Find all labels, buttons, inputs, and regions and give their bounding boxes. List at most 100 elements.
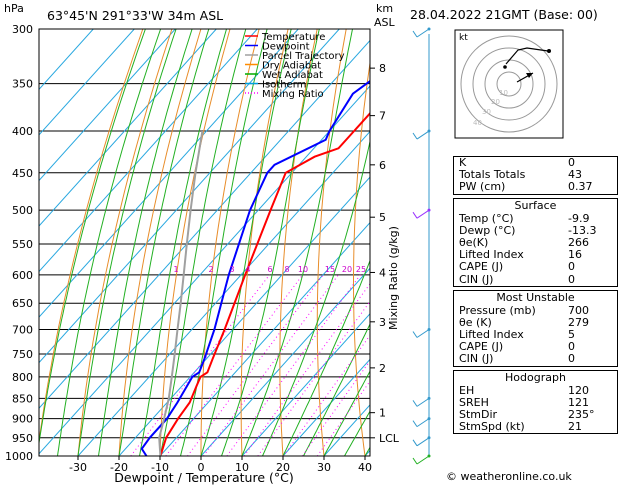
- wet-adiabat: [180, 29, 268, 456]
- hodograph-ring-label: 10: [499, 89, 508, 97]
- pressure-label: 350: [12, 78, 33, 91]
- hodograph-ring: [496, 71, 522, 97]
- hodograph-point: [503, 65, 507, 69]
- dry-adiabat: [423, 29, 447, 456]
- x-tick-label: 20: [276, 461, 290, 474]
- isotherm-line: [39, 29, 258, 273]
- mixing-ratio-label: 1: [173, 265, 178, 274]
- x-tick-label: 0: [198, 461, 205, 474]
- pressure-label: 850: [12, 392, 33, 405]
- km-tick-label: 3: [379, 316, 386, 329]
- x-tick-label: 10: [235, 461, 249, 474]
- wet-adiabat: [139, 29, 227, 456]
- hodograph-frame: [454, 29, 564, 139]
- mixing-ratio-line: [301, 359, 370, 456]
- wind-barb-flag: [412, 439, 418, 447]
- wet-adiabat: [303, 323, 370, 456]
- location-title: 63°45'N 291°33'W 34m ASL: [47, 8, 223, 23]
- mixing-ratio-label: 2: [208, 265, 213, 274]
- pressure-label: 600: [12, 269, 33, 282]
- km-tick-label: 6: [379, 159, 386, 172]
- mixing-ratio-label: 10: [298, 265, 308, 274]
- wind-barb-flag: [412, 331, 418, 338]
- temperature-line: [159, 111, 370, 456]
- mixing-ratio-label: 20: [342, 265, 352, 274]
- pressure-label: 400: [12, 125, 33, 138]
- dry-adiabat: [316, 29, 347, 456]
- storm-motion-head: [526, 73, 533, 78]
- dry-adiabat: [77, 29, 173, 456]
- mixing-ratio-label: 8: [284, 265, 289, 274]
- x-tick-label: -10: [151, 461, 169, 474]
- mixing-ratio-label: 6: [267, 265, 272, 274]
- km-tick-label: LCL: [379, 432, 400, 445]
- wet-adiabat: [262, 139, 370, 456]
- km-label: km: [376, 2, 393, 15]
- wind-barb: [416, 455, 430, 465]
- wind-barb-flag: [412, 400, 418, 407]
- indices-box-surface: Surface Temp (°C) -9.9 Dewp (°C) -13.3 θe(…: [453, 197, 618, 287]
- isotherm-line: [39, 29, 176, 182]
- isotherm-line: [241, 313, 370, 456]
- wet-adiabat: [282, 259, 370, 456]
- surface-title: Surface: [514, 198, 557, 212]
- wind-barb: [416, 28, 430, 38]
- wet-adiabat: [77, 29, 177, 456]
- pressure-label: 300: [12, 23, 33, 36]
- pressure-label: 900: [12, 413, 33, 426]
- wind-barb-flag: [412, 420, 418, 427]
- hodograph-label: kt: [459, 33, 468, 43]
- wind-barb: [416, 329, 430, 338]
- mixing-ratio-line: [187, 274, 324, 456]
- legend-label: Dry Adiabat: [262, 61, 321, 72]
- isotherm-line: [39, 29, 299, 318]
- mixing-ratio-line: [165, 274, 304, 456]
- wet-adiabat: [241, 29, 353, 456]
- legend-label: Wet Adiabat: [262, 70, 323, 81]
- wet-adiabat: [159, 29, 247, 456]
- pressure-label: 700: [12, 324, 33, 337]
- isotherm-line: [77, 130, 370, 456]
- pressure-label: 800: [12, 371, 33, 384]
- x-axis-title: Dewpoint / Temperature (°C): [114, 470, 293, 485]
- isotherm-line: [282, 358, 370, 456]
- km-tick-label: 2: [379, 362, 386, 375]
- hodograph-ring: [472, 47, 546, 121]
- wind-barb-flag: [412, 211, 418, 219]
- isotherm-line: [159, 221, 370, 456]
- pressure-label: 450: [12, 167, 33, 180]
- hodograph-ring-label: 30: [482, 108, 491, 116]
- km-tick-label: 4: [379, 266, 386, 279]
- mixing-ratio-label: 3: [229, 265, 234, 274]
- pressure-label: 550: [12, 238, 33, 251]
- pressure-label: 1000: [5, 450, 33, 463]
- plot-frame: [38, 28, 371, 457]
- legend-label: Temperature: [261, 32, 325, 43]
- asl-label: ASL: [374, 16, 396, 29]
- legend-label: Dewpoint: [262, 42, 310, 53]
- km-tick-label: 1: [379, 407, 386, 420]
- legend-label: Mixing Ratio: [262, 89, 324, 100]
- wind-barb-flag: [412, 30, 418, 38]
- km-tick-label: 8: [379, 62, 386, 75]
- wet-adiabat: [200, 29, 292, 456]
- hodograph-trace: [505, 47, 549, 65]
- wet-adiabat: [98, 29, 193, 456]
- wind-barb: [416, 130, 430, 140]
- wet-adiabat: [221, 29, 320, 456]
- isotherm-line: [39, 39, 370, 409]
- wind-barb: [416, 418, 430, 428]
- y-axis-title: Mixing Ratio (g/kg): [387, 226, 400, 330]
- pressure-label: 650: [12, 297, 33, 310]
- wind-barb: [416, 209, 430, 219]
- indices-box-unstable: Most Unstable Pressure (mb) 700 θe (K) 279…: [453, 289, 618, 367]
- parcel-trajectory-line: [158, 130, 204, 456]
- mixing-ratio-label: 25: [356, 265, 366, 274]
- isotherm-line: [39, 85, 370, 455]
- wind-barb-flag: [412, 132, 418, 140]
- km-tick-label: 5: [379, 211, 386, 224]
- legend-label: Parcel Trajectory: [262, 51, 345, 62]
